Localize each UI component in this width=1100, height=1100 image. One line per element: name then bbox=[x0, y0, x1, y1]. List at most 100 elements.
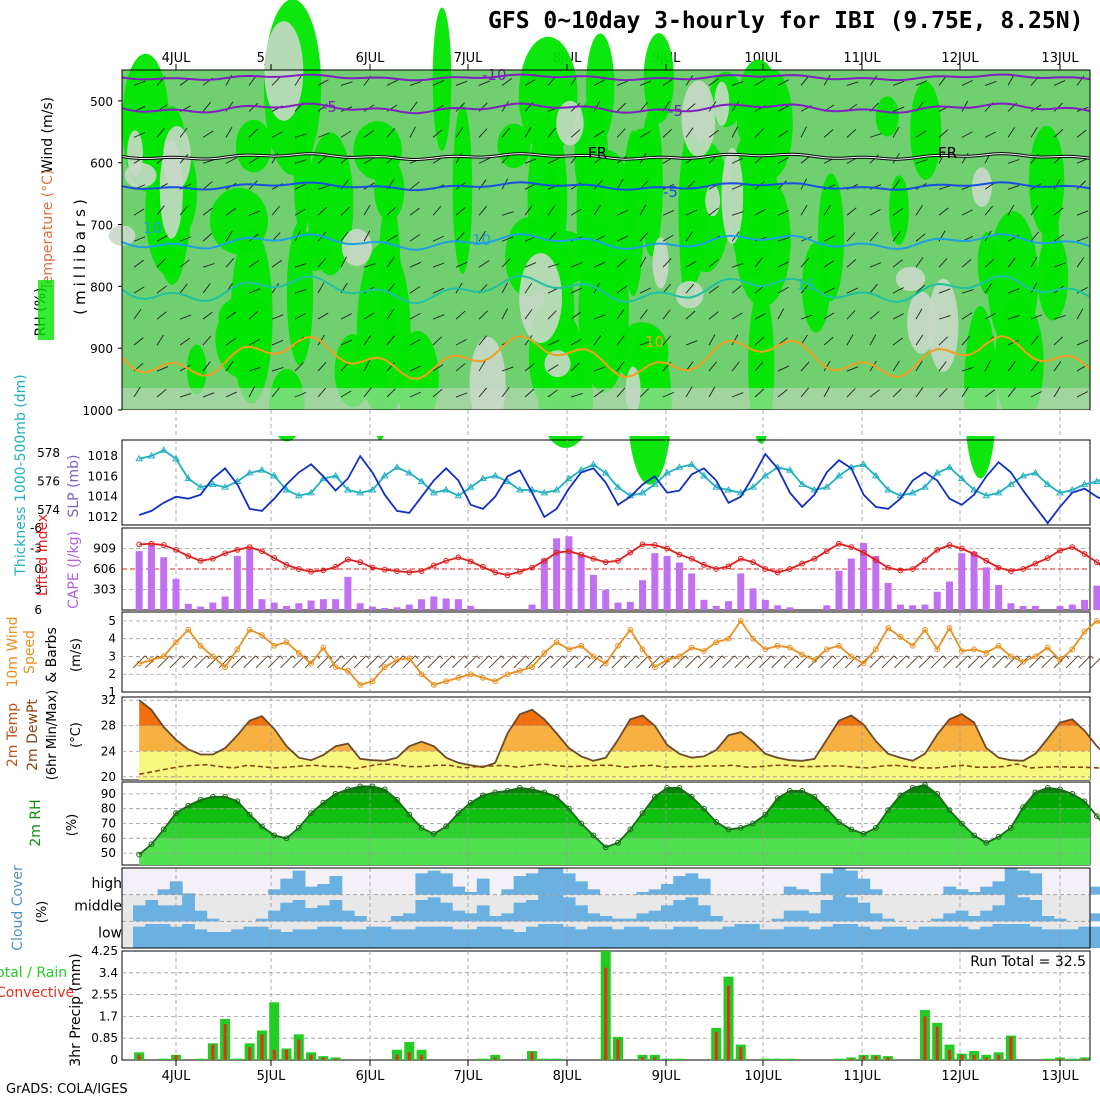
wind-barb bbox=[524, 335, 533, 346]
wind-barb bbox=[570, 287, 583, 294]
thickness-series-point bbox=[761, 471, 770, 479]
cloud-low-bar bbox=[390, 929, 404, 948]
wind10-speed-series-point bbox=[357, 681, 364, 688]
ylabel-dewpt2m: 2m DewPt bbox=[25, 699, 41, 771]
wind-barb bbox=[271, 282, 280, 294]
wind-barb bbox=[432, 80, 445, 86]
thickness-series-point bbox=[442, 486, 450, 493]
wind-barb bbox=[731, 361, 740, 372]
rh2m-series-point bbox=[946, 807, 953, 814]
x-tick-label-top: 7JUL bbox=[454, 51, 484, 66]
wind10-speed-series-point bbox=[860, 660, 867, 667]
wind10-speed-series-point bbox=[541, 649, 548, 656]
cloud-low-bar bbox=[206, 932, 220, 948]
cape-bar bbox=[933, 591, 941, 610]
wind-barb bbox=[846, 388, 856, 398]
wind10-barb bbox=[501, 655, 514, 669]
cloud-middle-bar bbox=[660, 905, 674, 922]
cloud-low-bar bbox=[931, 926, 944, 948]
wind-barb bbox=[754, 257, 763, 268]
wind-barb bbox=[731, 285, 742, 294]
precip-convective-bar bbox=[248, 1047, 252, 1060]
rh2m-series-point bbox=[848, 826, 855, 833]
upper-air-y-tick: 900 bbox=[90, 342, 113, 356]
wind-barb bbox=[409, 312, 421, 320]
rh2m-series-point bbox=[148, 841, 155, 848]
wind10-barb-flag bbox=[979, 655, 984, 660]
wind10-barb-flag bbox=[341, 655, 345, 660]
wind10-barb-flag bbox=[439, 655, 444, 660]
wind-barb bbox=[202, 263, 215, 268]
wind-barb bbox=[961, 289, 974, 294]
cape-bar bbox=[872, 555, 880, 610]
lifted-index-series bbox=[136, 540, 1100, 579]
cloud-high-bar bbox=[1029, 873, 1043, 895]
lifted-index-series-point bbox=[995, 564, 1002, 571]
lifted-index-series-point bbox=[516, 568, 523, 575]
wind-barb bbox=[869, 75, 878, 86]
wind-barb bbox=[1030, 335, 1039, 346]
cloud-low-bar bbox=[1090, 926, 1100, 948]
wind-barb bbox=[1007, 159, 1020, 164]
wind-barb bbox=[1053, 129, 1064, 138]
ylabel-wind10-units: (m/s) bbox=[69, 638, 84, 672]
wind10-barb bbox=[267, 655, 281, 669]
wind10-speed-series-point bbox=[615, 642, 621, 649]
lifted-index-series-point bbox=[713, 566, 720, 572]
wind-barb bbox=[271, 259, 283, 268]
freezing-level-inner bbox=[121, 153, 1091, 161]
rh-low-area bbox=[721, 148, 744, 244]
wind-barb bbox=[156, 258, 166, 268]
cloud-high-bar bbox=[317, 884, 330, 895]
precip-total-bar bbox=[195, 1058, 206, 1060]
wind10-speed-series-point bbox=[885, 625, 892, 631]
wind10-speed-series-point bbox=[750, 635, 756, 642]
cloud-low-bar bbox=[697, 929, 711, 948]
cape-tick: 303 bbox=[93, 583, 116, 597]
lifted-index-series-point bbox=[246, 544, 253, 551]
rh2m-series-point bbox=[823, 805, 830, 812]
lifted-index-series-point bbox=[418, 568, 425, 574]
cloud-high-bar bbox=[796, 889, 809, 895]
wind10-speed-series-point bbox=[369, 678, 376, 685]
wind10-barb bbox=[292, 655, 306, 669]
precip-convective-bar bbox=[407, 1052, 411, 1060]
wind10-speed-series-point bbox=[406, 655, 413, 662]
wind10-speed-series-point bbox=[651, 664, 658, 671]
wind10-speed-series-point bbox=[418, 671, 425, 678]
wind-barb bbox=[961, 366, 974, 372]
precip-convective-bar bbox=[285, 1049, 288, 1060]
cloud-middle-bar bbox=[157, 905, 171, 922]
wind-barb bbox=[202, 232, 213, 242]
wind-barb bbox=[708, 386, 716, 398]
cloud-middle-bar bbox=[341, 910, 355, 922]
x-tick-label-bottom: 9JUL bbox=[652, 1069, 682, 1084]
wind-barb bbox=[340, 130, 352, 138]
cape-bar bbox=[958, 553, 966, 610]
wind-barb bbox=[478, 360, 486, 372]
wind10-barb bbox=[488, 655, 502, 669]
wind-barb bbox=[409, 181, 420, 190]
rh-high-area bbox=[875, 96, 899, 137]
contour-label: FR bbox=[588, 144, 607, 162]
cape-bar bbox=[221, 596, 229, 610]
wind-barb bbox=[639, 204, 647, 216]
wind10-speed-series-point bbox=[590, 653, 597, 660]
precip-convective-bar bbox=[739, 1047, 743, 1060]
cape-bar bbox=[896, 604, 904, 610]
temp-contour-20 bbox=[121, 335, 1091, 380]
wind-barb bbox=[938, 388, 948, 398]
wind10-speed-series-point bbox=[578, 642, 585, 649]
precip-total-bar bbox=[772, 1058, 783, 1060]
wind-barb bbox=[294, 263, 307, 268]
cape-bar bbox=[725, 601, 732, 610]
wind-barb bbox=[892, 80, 905, 86]
wind-barb bbox=[248, 288, 261, 294]
wind10-speed-series-point bbox=[271, 642, 278, 649]
thickness-series-point bbox=[1031, 469, 1040, 476]
wind-barb bbox=[524, 309, 533, 320]
cloud-high-bar bbox=[538, 868, 551, 895]
wind-barb bbox=[409, 339, 421, 346]
wind-barb bbox=[984, 205, 994, 216]
wind-barb bbox=[179, 283, 188, 294]
